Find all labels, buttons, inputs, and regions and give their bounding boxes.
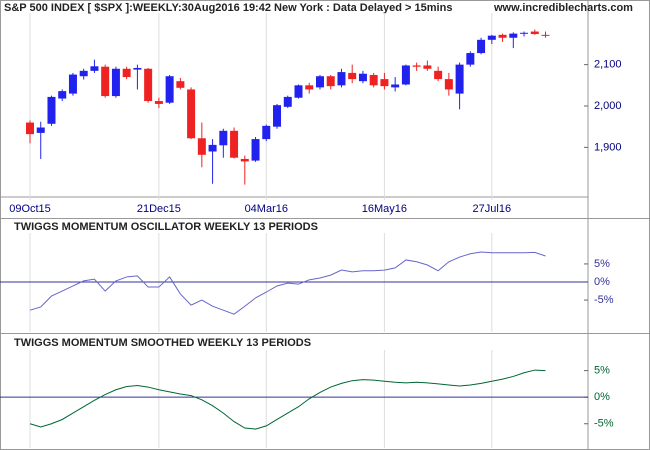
candle-body	[208, 144, 217, 152]
candle-body	[68, 74, 77, 94]
candle-body	[240, 158, 249, 162]
candle-body	[36, 127, 45, 133]
candle-body	[530, 31, 539, 35]
candle-body	[219, 130, 228, 146]
x-tick-label: 04Mar16	[245, 203, 288, 215]
candle-body	[358, 73, 367, 82]
candle-body	[487, 35, 496, 40]
source: www.incrediblecharts.com	[493, 2, 633, 14]
candle-body	[337, 72, 346, 86]
candle-body	[434, 70, 443, 80]
candle-body	[133, 67, 142, 70]
candle-body	[230, 130, 239, 158]
y-tick-label: -5%	[594, 418, 614, 430]
x-tick-label: 16May16	[362, 203, 407, 215]
y-tick-label: 5%	[594, 258, 610, 270]
candle-body	[444, 79, 453, 90]
candle-body	[391, 84, 400, 88]
y-tick-label: 0%	[594, 276, 610, 288]
candle-body	[294, 85, 303, 98]
panel-title: TWIGGS MOMENTUM OSCILLATOR WEEKLY 13 PER…	[14, 221, 318, 233]
line-series	[29, 251, 546, 315]
candle-body	[541, 34, 550, 36]
candle-body	[466, 53, 475, 65]
candle-body	[305, 85, 314, 90]
candle-body	[380, 79, 389, 87]
y-tick-label: 5%	[594, 365, 610, 377]
candle-body	[509, 33, 518, 38]
y-tick-label: 1,900	[594, 141, 622, 153]
candle-body	[154, 101, 163, 104]
candle-body	[348, 72, 357, 80]
candle-body	[176, 81, 185, 88]
x-tick-label: 21Dec15	[137, 203, 181, 215]
y-tick-label: -5%	[594, 294, 614, 306]
x-tick-label: 27Jul16	[473, 203, 512, 215]
candle-body	[273, 105, 282, 127]
candle-body	[369, 74, 378, 86]
candle-body	[165, 76, 174, 103]
line-series	[29, 369, 546, 430]
candle-body	[144, 68, 153, 102]
candle-body	[326, 76, 335, 87]
candle-body	[412, 65, 421, 67]
candle-body	[26, 122, 34, 135]
candle-body	[401, 65, 410, 85]
candle-body	[47, 96, 56, 124]
candle-body	[251, 139, 260, 161]
candle-body	[111, 68, 120, 97]
panel-title: TWIGGS MOMENTUM SMOOTHED WEEKLY 13 PERIO…	[14, 337, 311, 349]
candle-body	[122, 68, 131, 78]
y-tick-label: 2,100	[594, 59, 622, 71]
candle-body	[58, 91, 67, 99]
candle-body	[187, 89, 196, 139]
candle-body	[315, 76, 324, 88]
chart-title: S&P 500 INDEX [ $SPX ]:WEEKLY:30Aug2016 …	[4, 2, 452, 14]
candle-body	[283, 96, 292, 107]
candle-body	[262, 125, 271, 140]
candle-body	[79, 70, 88, 77]
candle-body	[101, 66, 110, 97]
candle-body	[197, 138, 206, 155]
x-tick-label: 09Oct15	[9, 203, 51, 215]
candle-body	[423, 65, 432, 69]
y-tick-label: 2,000	[594, 100, 622, 112]
y-tick-label: 0%	[594, 391, 610, 403]
candle-body	[477, 39, 486, 54]
candle-body	[520, 32, 529, 34]
candle-body	[455, 64, 464, 94]
candle-body	[90, 66, 99, 71]
candle-body	[498, 34, 507, 38]
